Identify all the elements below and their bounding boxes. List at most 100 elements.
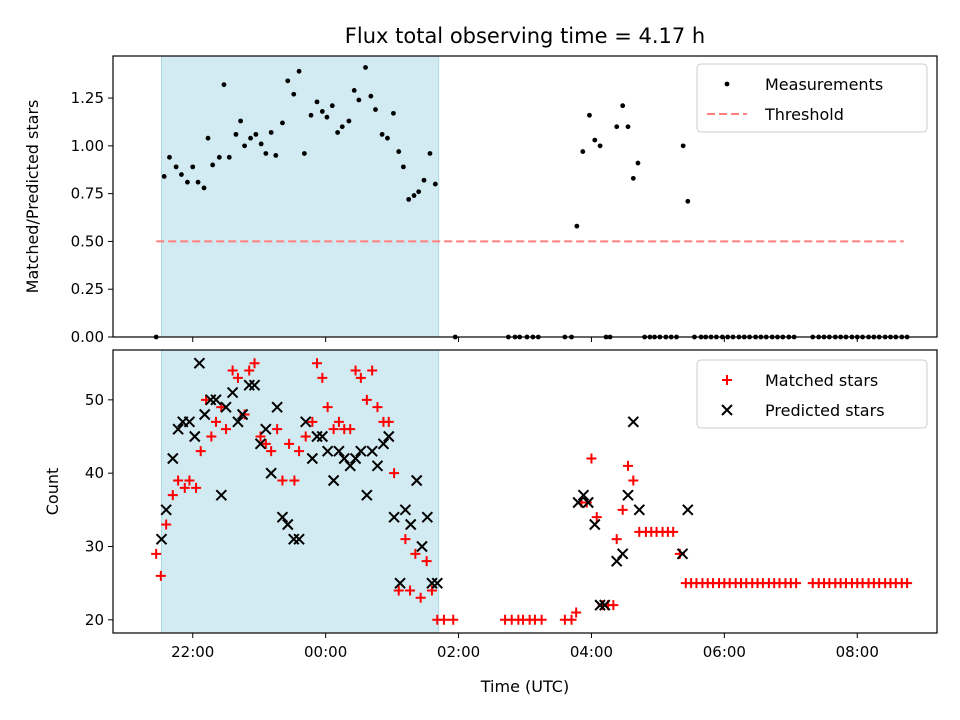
legend-box [696,63,928,133]
predicted-star-point [160,504,172,516]
predicted-star-point [155,533,168,545]
matched-star-point [151,548,162,559]
predicted-star-point [198,408,211,421]
predicted-star-point [306,452,319,465]
matched-star-point [300,431,311,442]
matched-star-point [400,534,411,545]
predicted-star-point [293,533,305,545]
measurement-point [291,91,297,97]
measurement-point [427,151,433,156]
matched-star-point [345,424,356,435]
measurement-point [233,131,239,137]
predicted-star-point [399,504,412,516]
matched-star-point [312,358,323,369]
measurement-point [396,149,402,154]
matched-star-point [317,372,328,383]
matched-star-point [623,460,633,471]
measurement-point [346,118,352,124]
predicted-star-point [622,489,634,501]
predicted-star-point [189,430,201,443]
matched-star-point [438,614,449,625]
matched-star-point [591,512,602,523]
measurement-point [680,143,686,149]
y-axis-label: Matched/Predicted stars [23,100,42,294]
measurement-point [167,154,172,160]
series-measurements [153,65,910,340]
measurement-point [597,143,603,149]
matched-star-point [611,534,622,545]
matched-star-point [284,438,295,449]
y-axis-label: Count [43,468,62,516]
measurement-point [280,120,285,126]
predicted-star-point [383,430,395,443]
matched-star-point [328,424,339,435]
predicted-star-point [220,401,232,413]
legend-label: Matched stars [765,371,878,390]
measurement-point [296,68,302,74]
predicted-star-point [300,416,312,428]
matched-star-point [195,446,206,457]
predicted-star-point [344,460,356,472]
predicted-star-point [282,518,294,531]
predicted-star-point [421,511,434,523]
matched-star-point [350,365,361,376]
predicted-star-point [193,357,206,369]
matched-star-point [167,490,178,501]
predicted-star-point [333,445,345,457]
measurement-point [335,130,341,135]
matched-star-point [421,556,432,567]
matched-star-point [249,358,260,369]
predicted-star-point [371,460,384,472]
predicted-star-point [416,540,428,553]
matched-star-point [272,424,283,435]
matched-star-point [161,519,172,530]
legend: Measurements Threshold [696,63,928,133]
axes-frame [112,349,938,634]
predicted-star-point [616,548,629,560]
matched-star-point [668,526,679,537]
predicted-star-point [404,518,417,531]
measurement-point [416,189,422,195]
measurement-point [301,151,307,156]
ratio-panel: 0.00 0.25 0.50 0.75 1.00 1.25 Matched/Predicte… [23,55,938,346]
matched-star-point [628,475,639,486]
measurement-point [179,172,184,177]
legend-label: Threshold [764,105,844,124]
measurement-point [248,135,253,141]
predicted-star-point [633,504,646,516]
measurement-point [285,78,291,84]
legend-predicted-marker [721,404,733,416]
matched-star-point [191,482,202,493]
predicted-star-point [349,452,362,465]
predicted-star-point [226,386,239,399]
y-tick-label: 1.00 [71,137,104,155]
predicted-star-point [215,489,228,501]
matched-star-point [307,416,318,427]
predicted-star-point [627,416,640,428]
predicted-star-point [236,408,249,421]
measurement-point [587,112,592,118]
y-tick-label: 40 [85,464,104,482]
measurement-point [363,65,368,70]
predicted-star-point [271,401,283,413]
matched-star-point [608,600,619,611]
matched-star-point [232,372,243,383]
matched-star-point [361,394,372,405]
matched-star-point [260,438,271,449]
legend: Matched stars Predicted stars [696,359,928,429]
legend-box [696,359,928,429]
predicted-star-point [577,489,590,501]
measurement-point [173,164,179,170]
measurement-point [614,124,620,130]
y-tick-label: 0.75 [71,185,104,203]
predicted-star-point [254,438,267,450]
matched-star-point [617,504,628,515]
measurement-point [258,141,264,147]
predicted-star-point [321,445,334,457]
measurement-point [385,135,390,141]
predicted-star-point [361,489,373,501]
measurement-point [205,135,211,141]
measurement-point [351,88,357,93]
measurement-point [356,97,362,103]
predicted-star-point [183,416,196,428]
